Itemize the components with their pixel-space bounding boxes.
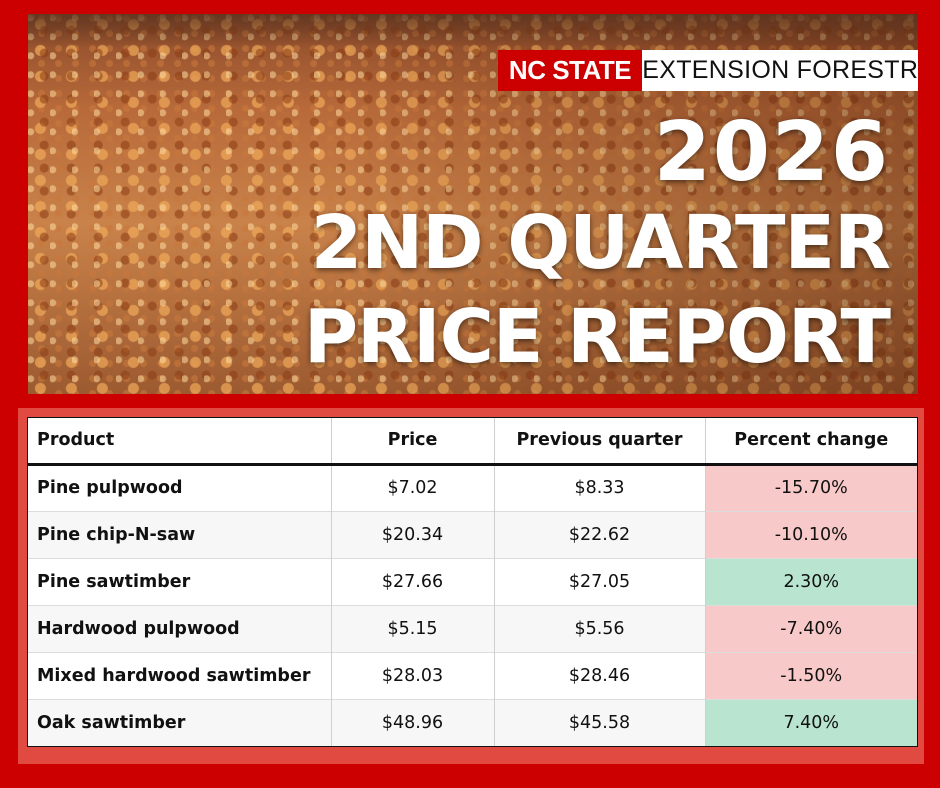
header-product: Product [28, 418, 331, 466]
hero-sky [28, 14, 918, 48]
cell-previous: $28.46 [493, 651, 705, 699]
cell-change: -1.50% [704, 651, 917, 699]
cell-product: Hardwood pulpwood [28, 604, 331, 652]
hero-image-logs: NC STATE EXTENSION FORESTRY 2026 2ND QUA… [28, 14, 918, 394]
cell-product: Pine sawtimber [28, 557, 331, 605]
title-quarter: 2ND QUARTER [310, 200, 891, 286]
cell-previous: $45.58 [493, 698, 705, 746]
cell-price: $48.96 [330, 698, 494, 746]
cell-price: $20.34 [330, 510, 494, 558]
header-percent-change: Percent change [704, 418, 917, 466]
cell-product: Pine pulpwood [28, 463, 331, 511]
brand-nc-state: NC STATE [498, 50, 642, 91]
price-table: Product Price Previous quarter Percent c… [27, 417, 918, 747]
cell-product: Mixed hardwood sawtimber [28, 651, 331, 699]
cell-change: -10.10% [704, 510, 917, 558]
cell-price: $27.66 [330, 557, 494, 605]
cell-change: -15.70% [704, 463, 917, 511]
cell-previous: $22.62 [493, 510, 705, 558]
title-report: PRICE REPORT [303, 294, 891, 380]
table-row: Mixed hardwood sawtimber $28.03 $28.46 -… [28, 651, 917, 699]
cell-change: -7.40% [704, 604, 917, 652]
cell-change: 2.30% [704, 557, 917, 605]
cell-previous: $5.56 [493, 604, 705, 652]
title-year: 2026 [653, 105, 890, 200]
table-row: Oak sawtimber $48.96 $45.58 7.40% [28, 698, 917, 746]
table-row: Hardwood pulpwood $5.15 $5.56 -7.40% [28, 604, 917, 652]
table-row: Pine chip-N-saw $20.34 $22.62 -10.10% [28, 510, 917, 558]
cell-price: $7.02 [330, 463, 494, 511]
cell-price: $5.15 [330, 604, 494, 652]
table-header-row: Product Price Previous quarter Percent c… [28, 418, 917, 466]
table-row: Pine pulpwood $7.02 $8.33 -15.70% [28, 463, 917, 511]
brand-lockup: NC STATE EXTENSION FORESTRY [498, 50, 918, 91]
cell-change: 7.40% [704, 698, 917, 746]
header-previous-quarter: Previous quarter [493, 418, 705, 466]
brand-extension-forestry: EXTENSION FORESTRY [642, 50, 918, 91]
cell-previous: $8.33 [493, 463, 705, 511]
header-price: Price [330, 418, 494, 466]
table-row: Pine sawtimber $27.66 $27.05 2.30% [28, 557, 917, 605]
cell-product: Pine chip-N-saw [28, 510, 331, 558]
cell-price: $28.03 [330, 651, 494, 699]
cell-previous: $27.05 [493, 557, 705, 605]
price-table-panel: Product Price Previous quarter Percent c… [18, 408, 924, 764]
cell-product: Oak sawtimber [28, 698, 331, 746]
